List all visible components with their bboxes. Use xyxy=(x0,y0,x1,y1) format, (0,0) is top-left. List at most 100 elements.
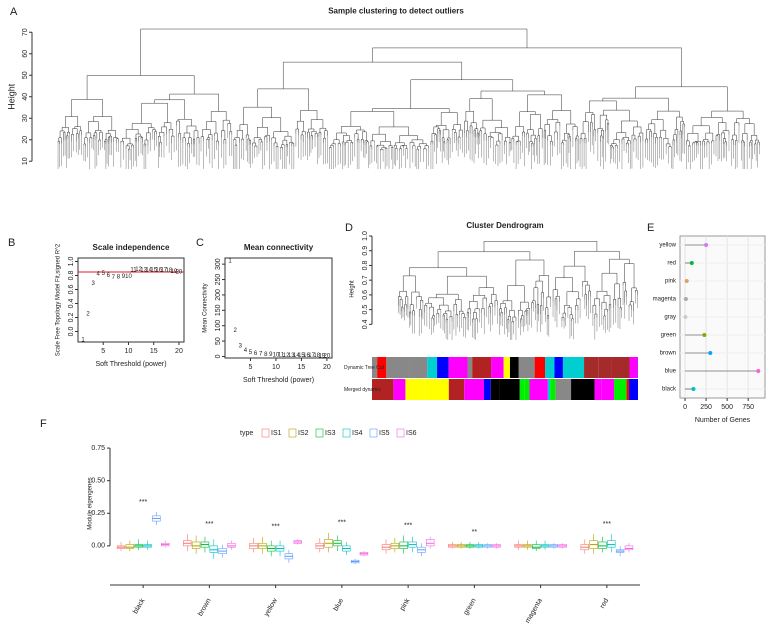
dendro-branch xyxy=(757,141,760,146)
dendro-branch xyxy=(273,142,278,147)
dendro-branch xyxy=(409,311,412,318)
dendro-branch xyxy=(229,131,233,135)
box xyxy=(598,541,607,549)
y-tick-label: gray xyxy=(664,315,676,321)
y-tick-label: blue xyxy=(665,369,677,375)
dendro-branch xyxy=(687,133,699,142)
dendro-branch xyxy=(566,123,576,134)
dendro-branch xyxy=(310,135,313,140)
x-tick-label: 10 xyxy=(272,364,280,371)
dendro-branch xyxy=(152,129,156,132)
dendro-branch xyxy=(702,140,705,147)
dendro-branch xyxy=(443,313,448,320)
dendro-branch xyxy=(700,117,723,126)
dendro-branch xyxy=(323,137,326,143)
x-tick-label: yellow xyxy=(263,597,279,618)
dendro-branch xyxy=(653,133,657,139)
dendro-branch xyxy=(430,140,434,145)
dendro-branch xyxy=(331,143,336,146)
dendro-branch xyxy=(410,79,514,109)
dendro-branch xyxy=(469,98,493,121)
dendro-branch xyxy=(428,297,444,306)
module-color xyxy=(562,357,585,378)
module-color xyxy=(464,379,485,400)
module-color xyxy=(518,357,535,378)
legend-label: IS3 xyxy=(325,430,336,437)
dendro-branch xyxy=(603,109,630,121)
dot xyxy=(702,333,707,337)
point-label: 7 xyxy=(259,352,263,358)
dendro-branch xyxy=(579,138,583,144)
dendro-branch xyxy=(362,131,367,141)
dendro-branch xyxy=(83,143,86,147)
dendro-branch xyxy=(71,134,74,142)
point-label: 3 xyxy=(239,343,243,349)
dendro-branch xyxy=(369,145,373,150)
dendro-branch xyxy=(716,134,721,141)
dendro-branch xyxy=(182,137,186,143)
dendro-branch xyxy=(515,141,519,145)
dendro-branch xyxy=(524,310,527,316)
dendro-branch xyxy=(567,307,572,315)
significance: *** xyxy=(272,524,280,531)
dendro-branch xyxy=(474,128,479,134)
y-tick-label: 0.2 xyxy=(68,313,75,323)
dendro-branch xyxy=(58,137,62,144)
point-label: 18 xyxy=(166,268,173,274)
y-tick-label: brown xyxy=(660,351,676,357)
module-color xyxy=(626,379,630,400)
panel-label: E xyxy=(647,222,654,234)
dendro-branch xyxy=(454,132,457,141)
dendro-branch xyxy=(391,147,394,149)
module-color xyxy=(584,357,599,378)
y-tick-label: 0.9 xyxy=(362,246,369,256)
y-tick-label: 20 xyxy=(22,136,29,144)
dendro-branch xyxy=(511,138,515,143)
dendro-branch xyxy=(280,147,283,150)
row-label: Dynamic Tree Cut xyxy=(344,365,385,371)
y-tick-label: 60 xyxy=(22,50,29,58)
dendro-branch xyxy=(692,142,695,146)
box xyxy=(227,542,236,548)
dendro-branch xyxy=(585,284,590,295)
significance: *** xyxy=(139,499,147,506)
dendro-branch xyxy=(210,111,227,122)
dendro-branch xyxy=(437,128,441,134)
significance: ** xyxy=(472,529,478,536)
dendro-branch xyxy=(569,314,573,319)
dendro-branch xyxy=(409,142,415,146)
dendro-branch xyxy=(356,138,360,144)
dendro-branch xyxy=(601,302,607,310)
dendro-branch xyxy=(234,137,240,143)
dendro-branch xyxy=(582,281,588,287)
dendro-branch xyxy=(458,129,463,137)
module-color xyxy=(467,357,473,378)
dendro-branch xyxy=(655,137,658,144)
dendro-branch xyxy=(115,138,119,144)
dendro-branch xyxy=(143,143,147,148)
dendro-branch xyxy=(337,143,341,147)
dot xyxy=(689,261,694,265)
point-label: 11 xyxy=(278,353,285,359)
dendro-branch xyxy=(638,132,644,142)
point-label: 20 xyxy=(324,353,331,359)
dendro-branch xyxy=(245,134,250,140)
dendro-branch xyxy=(329,147,332,150)
dendro-branch xyxy=(140,28,528,76)
dendro-branch xyxy=(538,275,550,297)
dendro-branch xyxy=(350,111,395,127)
dendro-branch xyxy=(89,137,93,144)
x-axis-label: Soft Threshold (power) xyxy=(243,377,314,384)
dendro-branch xyxy=(692,125,710,134)
dendro-branch xyxy=(192,138,196,145)
dendro-branch xyxy=(239,124,248,135)
dendro-branch xyxy=(437,308,442,314)
x-tick-label: 250 xyxy=(700,404,712,411)
dendro-branch xyxy=(482,297,487,309)
dendro-branch xyxy=(233,139,237,146)
point-label: 15 xyxy=(298,353,305,359)
dendro-branch xyxy=(380,149,384,152)
dendro-branch xyxy=(604,309,608,316)
dendro-branch xyxy=(409,267,468,277)
y-tick-label: black xyxy=(662,387,677,393)
